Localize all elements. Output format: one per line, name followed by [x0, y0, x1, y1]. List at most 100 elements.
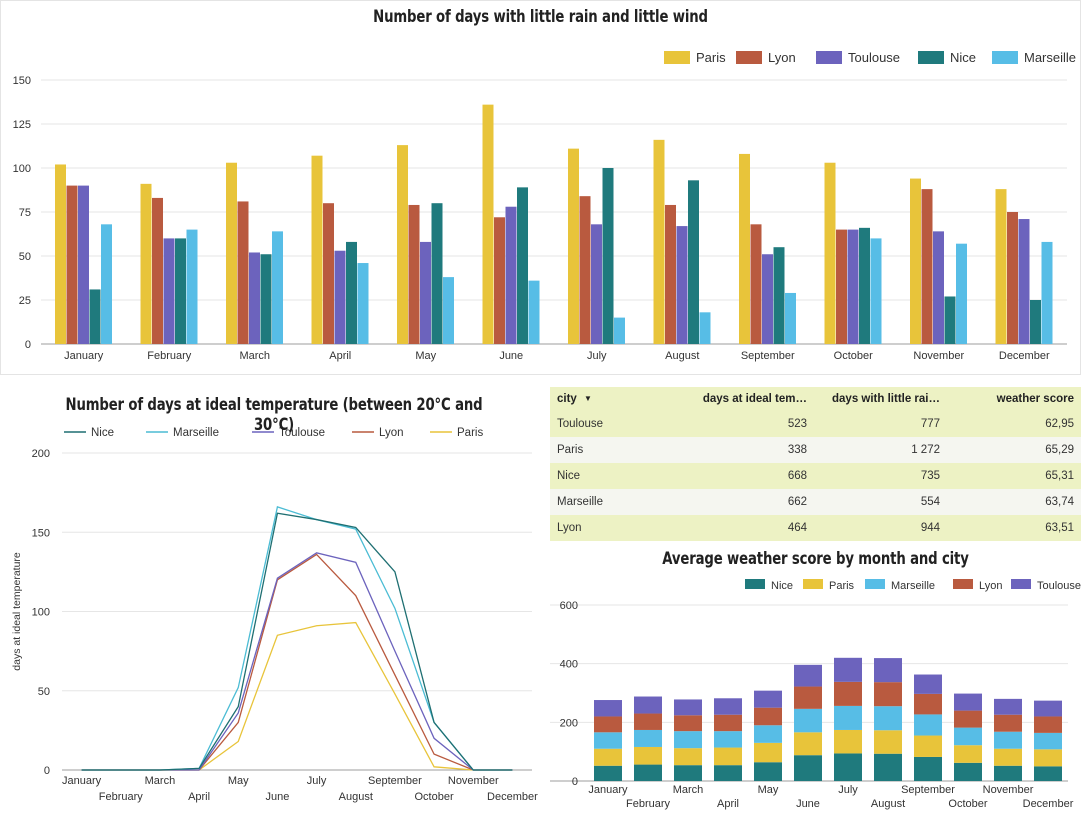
bar-toulouse [1018, 219, 1030, 344]
x-tick-label: May [415, 350, 436, 362]
table-cell: 777 [814, 411, 947, 437]
bar-lyon [494, 217, 505, 344]
x-tick-label: January [62, 775, 102, 787]
stack-segment-marseille [994, 731, 1022, 749]
bar-lyon [66, 185, 78, 344]
y-tick-label: 0 [572, 776, 578, 788]
stack-segment-toulouse [674, 699, 702, 716]
y-tick-label: 600 [560, 600, 578, 612]
line-paris [81, 621, 513, 771]
y-tick-label: 150 [13, 75, 31, 87]
x-tick-label: July [587, 350, 607, 362]
bar-marseille [1041, 241, 1053, 344]
column-header-ideal-days[interactable]: days at ideal tem… [664, 387, 814, 411]
city-table-panel: city ▼ days at ideal tem… days with litt… [550, 387, 1081, 541]
stack-segment-lyon [594, 716, 622, 733]
stack-segment-toulouse [714, 698, 742, 715]
rain-wind-panel: Number of days with little rain and litt… [0, 0, 1081, 375]
y-tick-label: 150 [32, 527, 50, 539]
stack-segment-toulouse [994, 698, 1022, 715]
x-tick-label: December [487, 791, 538, 803]
legend-label: Marseille [891, 580, 935, 592]
bar-marseille [870, 238, 882, 344]
line-toulouse [81, 552, 513, 771]
sort-desc-icon[interactable]: ▼ [584, 394, 592, 403]
y-tick-label: 0 [44, 765, 50, 777]
column-header-city[interactable]: city ▼ [550, 387, 664, 411]
bar-marseille [186, 229, 198, 344]
x-tick-label: January [588, 784, 628, 796]
bar-nice [602, 168, 614, 344]
stack-segment-paris [994, 748, 1022, 766]
x-tick-label: November [913, 350, 964, 362]
stack-segment-lyon [994, 714, 1022, 732]
bar-paris [140, 183, 152, 344]
stack-segment-lyon [954, 710, 982, 728]
table-row: Toulouse 523 777 62,95 [550, 411, 1081, 437]
table-cell-city: Toulouse [550, 411, 664, 437]
bar-marseille [528, 280, 540, 344]
ideal-temperature-chart-title: Number of days at ideal temperature (bet… [65, 395, 483, 435]
x-tick-label: June [499, 350, 523, 362]
column-header-weather-score[interactable]: weather score [947, 387, 1081, 411]
column-header-label: city [557, 393, 577, 405]
stack-segment-nice [594, 765, 622, 781]
bar-nice [89, 289, 101, 344]
bar-toulouse [676, 226, 688, 344]
x-tick-label: April [329, 350, 351, 362]
x-tick-label: September [368, 775, 422, 787]
bar-toulouse [249, 252, 260, 344]
table-cell: 662 [664, 489, 814, 515]
bar-marseille [443, 277, 454, 344]
legend-swatch [918, 51, 944, 64]
table-cell-city: Marseille [550, 489, 664, 515]
column-header-little-rain-days[interactable]: days with little rai… [814, 387, 947, 411]
legend-label: Lyon [768, 50, 796, 65]
table-cell: 1 272 [814, 437, 947, 463]
stack-segment-toulouse [954, 693, 982, 711]
x-tick-label: December [1023, 798, 1074, 810]
bar-paris [739, 153, 750, 344]
legend-swatch [953, 579, 973, 589]
legend-label: Paris [457, 427, 483, 439]
table-cell: 464 [664, 515, 814, 541]
stack-segment-toulouse [794, 664, 822, 687]
stack-segment-marseille [714, 731, 742, 748]
legend-swatch [865, 579, 885, 589]
stack-segment-paris [954, 745, 982, 763]
bar-lyon [237, 201, 249, 344]
legend-label: Paris [696, 50, 726, 65]
x-tick-label: June [265, 791, 289, 803]
stack-segment-marseille [954, 727, 982, 746]
y-tick-label: 50 [19, 251, 31, 263]
ideal-temperature-panel: Number of days at ideal temperature (bet… [0, 382, 548, 812]
stack-segment-lyon [634, 713, 662, 730]
stack-segment-toulouse [874, 658, 902, 683]
table-cell-city: Lyon [550, 515, 664, 541]
stack-segment-nice [674, 765, 702, 781]
legend-label: Lyon [379, 427, 404, 439]
bar-nice [346, 241, 357, 344]
y-tick-label: 100 [13, 163, 31, 175]
stack-segment-paris [674, 748, 702, 766]
legend-label: Marseille [173, 427, 219, 439]
bar-marseille [272, 231, 283, 344]
bar-lyon [921, 189, 933, 344]
bar-marseille [101, 224, 112, 344]
bar-toulouse [78, 185, 89, 344]
x-tick-label: February [147, 350, 192, 362]
bar-lyon [665, 204, 676, 344]
y-tick-label: 100 [32, 607, 50, 619]
ideal-temperature-line-chart: 0 50 100 150 200 days at ideal temperature Jan… [11, 427, 538, 803]
table-row: Paris 338 1 272 65,29 [550, 437, 1081, 463]
table-cell: 63,51 [947, 515, 1081, 541]
stack-segment-paris [714, 747, 742, 766]
stack-segment-nice [794, 755, 822, 781]
table-cell: 944 [814, 515, 947, 541]
table-cell: 338 [664, 437, 814, 463]
bar-lyon [836, 229, 847, 344]
bar-marseille [956, 243, 967, 344]
stack-segment-nice [1034, 766, 1062, 781]
stack-segment-nice [754, 762, 782, 781]
bar-paris [397, 145, 408, 344]
